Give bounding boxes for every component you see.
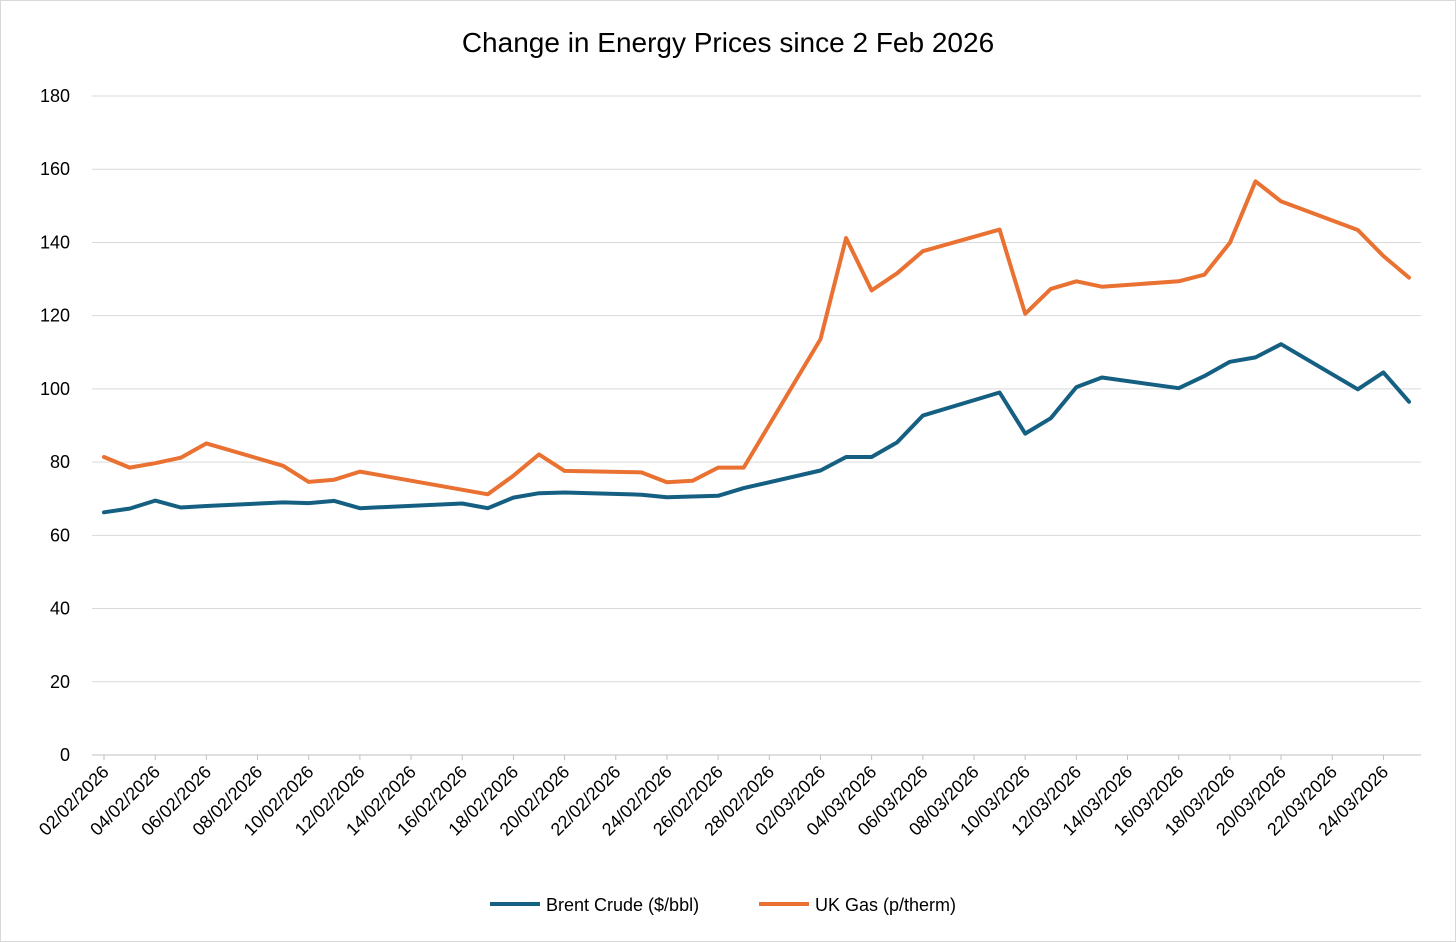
y-tick-label: 180 <box>40 86 70 106</box>
gridlines <box>92 95 1421 756</box>
y-tick-label: 160 <box>40 159 70 179</box>
series-lines <box>102 179 1411 515</box>
x-axis: 02/02/202604/02/202606/02/202608/02/2026… <box>35 755 1392 840</box>
y-tick-label: 100 <box>40 379 70 399</box>
y-tick-label: 20 <box>50 672 70 692</box>
y-axis: 0 20 40 60 80 100 120 140 160 180 <box>40 86 70 765</box>
legend-label: UK Gas (p/therm) <box>815 895 956 915</box>
y-tick-label: 80 <box>50 452 70 472</box>
legend: Brent Crude ($/bbl) UK Gas (p/therm) <box>490 895 956 915</box>
y-tick-label: 120 <box>40 306 70 326</box>
legend-label: Brent Crude ($/bbl) <box>546 895 699 915</box>
y-tick-label: 0 <box>60 745 70 765</box>
series-line-uk-gas <box>102 179 1411 497</box>
y-tick-label: 40 <box>50 599 70 619</box>
y-tick-label: 60 <box>50 525 70 545</box>
chart-title: Change in Energy Prices since 2 Feb 2026 <box>462 27 994 58</box>
series-line-brent-crude <box>102 342 1411 515</box>
y-tick-label: 140 <box>40 232 70 252</box>
